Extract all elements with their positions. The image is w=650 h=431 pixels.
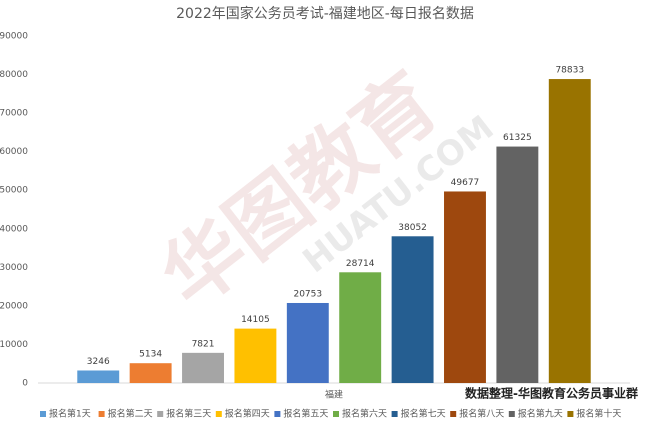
legend-swatch <box>40 411 46 417</box>
y-tick-label: 60000 <box>0 147 28 157</box>
legend-label: 报名第三天 <box>166 408 211 420</box>
legend-label: 报名第四天 <box>225 408 270 420</box>
legend-swatch <box>391 411 398 417</box>
bar <box>182 352 224 383</box>
y-tick-label: 40000 <box>0 224 28 234</box>
y-tick-label: 70000 <box>0 109 28 119</box>
bar <box>77 370 120 383</box>
y-tick-label: 10000 <box>0 340 28 350</box>
legend-swatch <box>450 411 457 417</box>
y-tick-label: 30000 <box>0 263 28 273</box>
legend-label: 报名第十天 <box>576 408 621 420</box>
data-label: 5134 <box>139 350 162 360</box>
data-label: 7821 <box>192 339 215 349</box>
data-label: 78833 <box>555 66 584 76</box>
bar <box>286 302 329 383</box>
x-tick-label: 福建 <box>325 389 343 401</box>
annotation: 数据整理-华图教育公务员事业群 <box>465 386 638 401</box>
bar <box>496 146 539 383</box>
legend-swatch <box>333 411 339 417</box>
data-label: 38052 <box>398 223 427 233</box>
y-tick-label: 50000 <box>0 186 28 196</box>
legend-label: 报名第九天 <box>518 408 563 420</box>
y-tick-label: 90000 <box>0 32 28 42</box>
bar <box>391 236 434 383</box>
legend-label: 报名第八天 <box>459 408 504 420</box>
y-tick-label: 0 <box>22 379 28 389</box>
legend-label: 报名第六天 <box>342 408 387 420</box>
legend-swatch <box>508 411 515 417</box>
legend-swatch <box>567 411 574 417</box>
data-label: 20753 <box>293 289 322 299</box>
legend-label: 报名第七天 <box>401 408 446 420</box>
legend-label: 报名第二天 <box>108 408 153 420</box>
legend-swatch <box>274 411 281 417</box>
legend-swatch <box>157 411 164 417</box>
chart-title: 2022年国家公务员考试-福建地区-每日报名数据 <box>176 5 474 22</box>
data-label: 3246 <box>87 357 110 367</box>
bar <box>339 272 382 383</box>
legend-label: 报名第1天 <box>49 408 91 420</box>
legend-label: 报名第五天 <box>283 408 328 420</box>
bar <box>548 79 591 383</box>
bar <box>129 363 172 383</box>
data-label: 14105 <box>241 315 270 325</box>
bar <box>234 328 277 383</box>
y-tick-label: 20000 <box>0 301 28 311</box>
bar <box>444 191 486 383</box>
data-label: 49677 <box>451 178 480 188</box>
legend-swatch <box>215 411 222 417</box>
legend-swatch <box>98 411 105 417</box>
y-tick-label: 80000 <box>0 70 28 80</box>
data-label: 28714 <box>346 259 375 269</box>
data-label: 61325 <box>503 133 532 143</box>
